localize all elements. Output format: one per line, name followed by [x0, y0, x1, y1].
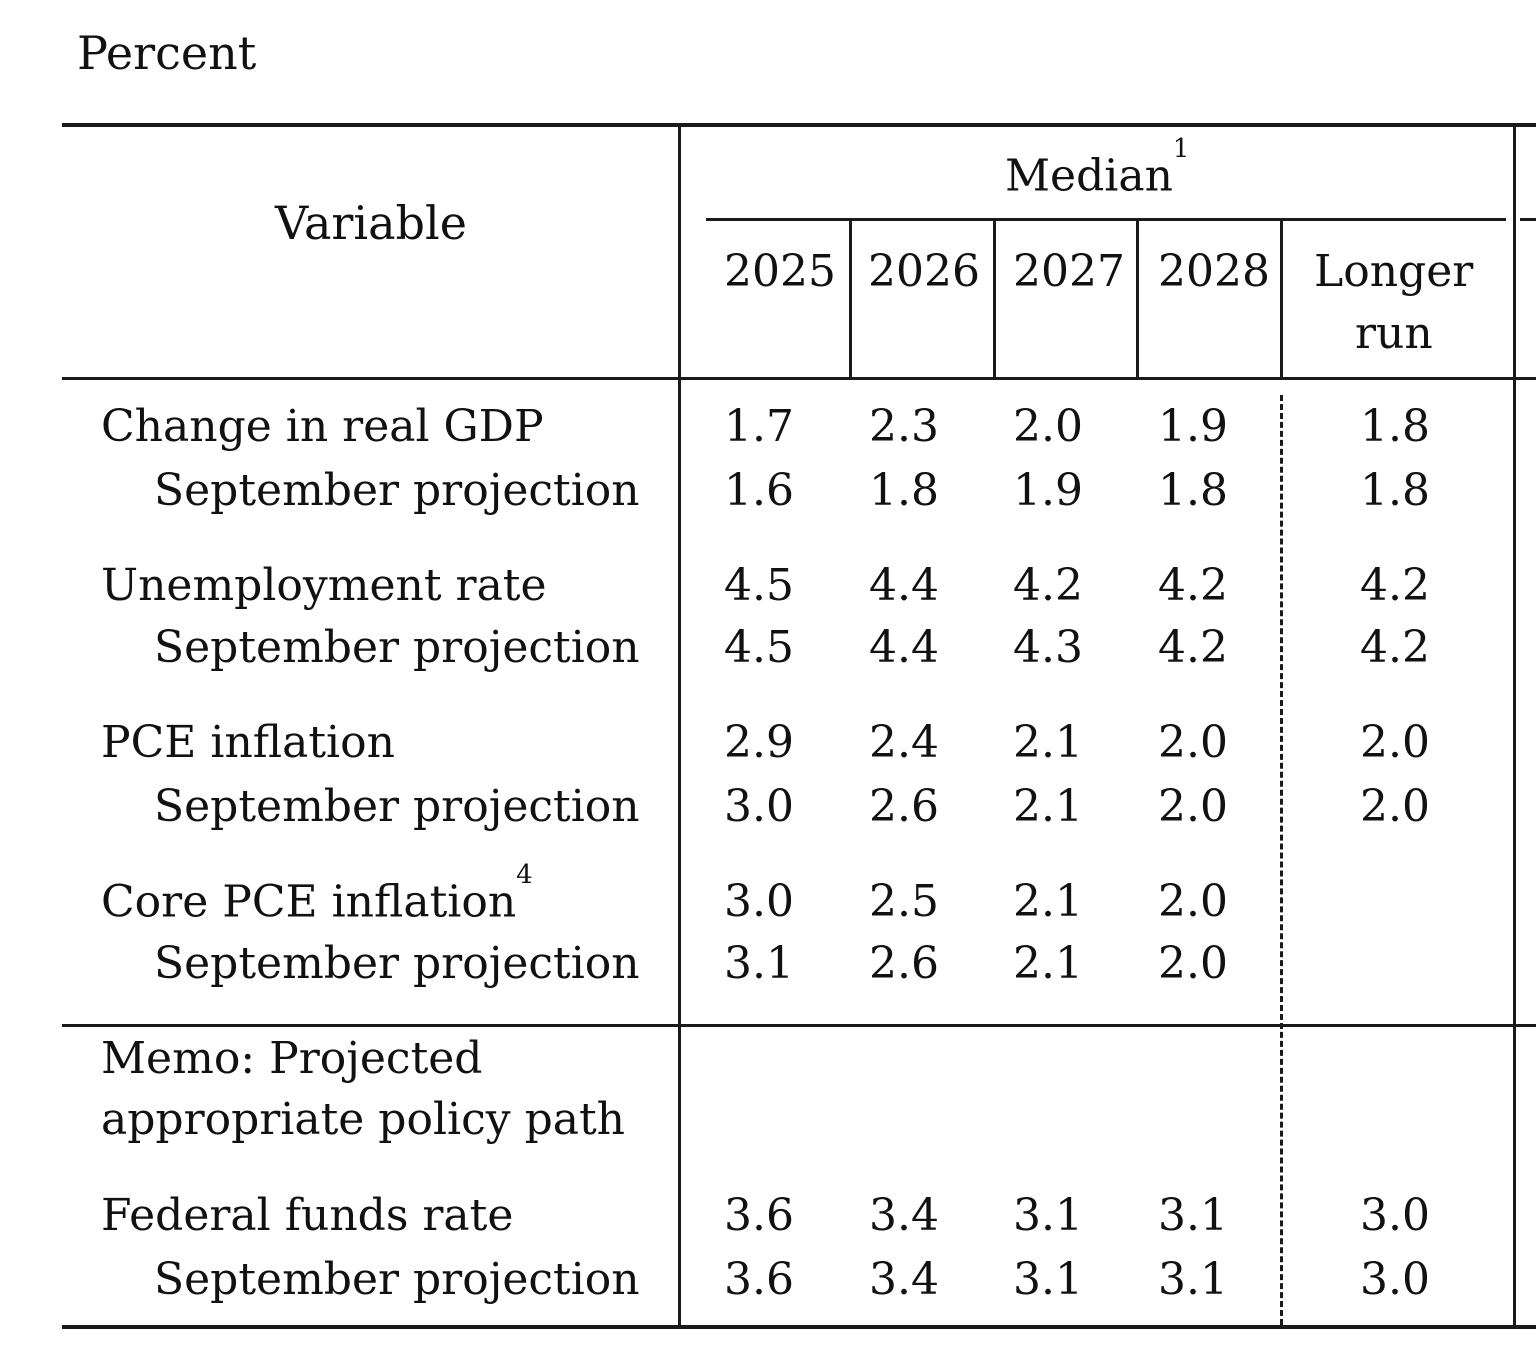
cell-ffr-sep-2026: 3.4 [869, 1254, 939, 1305]
cell-pce-sep-2027: 2.1 [1013, 781, 1083, 832]
cell-gdp-sep-2028: 1.8 [1158, 465, 1228, 516]
year-header-2025: 2025 [724, 246, 836, 297]
cell-pce-sep-2028: 2.0 [1158, 781, 1228, 832]
cell-pce-2027: 2.1 [1013, 717, 1083, 768]
cell-core-sep-2027: 2.1 [1013, 938, 1083, 989]
row-label-federal-funds-rate-september: September projection [154, 1254, 640, 1305]
median-header: Median1 [1005, 136, 1189, 202]
cell-unemp-2026: 4.4 [869, 560, 939, 611]
cell-core-2025: 3.0 [724, 876, 794, 927]
cell-pce-longer-run: 2.0 [1360, 717, 1430, 768]
core-pce-label-text: Core PCE inflation [101, 876, 517, 928]
cell-gdp-2026: 2.3 [869, 401, 939, 452]
longer-run-header-line2: run [1355, 308, 1433, 359]
row-label-core-pce: Core PCE inflation4 [101, 862, 533, 928]
cell-unemp-2028: 4.2 [1158, 560, 1228, 611]
right-divider [1513, 123, 1516, 1329]
row-label-pce-september: September projection [154, 781, 640, 832]
cell-core-2027: 2.1 [1013, 876, 1083, 927]
year-divider-2027 [993, 221, 996, 380]
cell-core-sep-2026: 2.6 [869, 938, 939, 989]
cell-core-sep-2028: 2.0 [1158, 938, 1228, 989]
cell-pce-sep-2025: 3.0 [724, 781, 794, 832]
cell-gdp-sep-2027: 1.9 [1013, 465, 1083, 516]
cell-ffr-sep-2025: 3.6 [724, 1254, 794, 1305]
cell-gdp-2027: 2.0 [1013, 401, 1083, 452]
median-header-text: Median [1005, 150, 1173, 202]
cell-core-2028: 2.0 [1158, 876, 1228, 927]
cell-ffr-sep-2027: 3.1 [1013, 1254, 1083, 1305]
variable-header: Variable [275, 196, 467, 250]
cell-unemp-2027: 4.2 [1013, 560, 1083, 611]
cell-core-sep-2025: 3.1 [724, 938, 794, 989]
row-label-gdp: Change in real GDP [101, 401, 544, 452]
median-underline [706, 218, 1506, 221]
cell-unemp-sep-2028: 4.2 [1158, 622, 1228, 673]
median-underline-right [1520, 218, 1536, 221]
cell-gdp-sep-longer-run: 1.8 [1360, 465, 1430, 516]
cell-pce-2026: 2.4 [869, 717, 939, 768]
longer-run-header: Longer [1314, 246, 1474, 297]
year-header-2027: 2027 [1013, 246, 1125, 297]
year-header-2028: 2028 [1158, 246, 1270, 297]
unit-label: Percent [77, 26, 257, 80]
cell-gdp-sep-2025: 1.6 [724, 465, 794, 516]
cell-ffr-sep-longer-run: 3.0 [1360, 1254, 1430, 1305]
cell-pce-2028: 2.0 [1158, 717, 1228, 768]
cell-unemp-sep-longer-run: 4.2 [1360, 622, 1430, 673]
cell-unemp-2025: 4.5 [724, 560, 794, 611]
cell-pce-sep-longer-run: 2.0 [1360, 781, 1430, 832]
cell-gdp-2025: 1.7 [724, 401, 794, 452]
longer-run-dashed-divider [1280, 395, 1283, 1325]
row-label-pce: PCE inflation [101, 717, 395, 768]
cell-ffr-sep-2028: 3.1 [1158, 1254, 1228, 1305]
variable-column-divider [678, 123, 681, 1329]
row-label-federal-funds-rate: Federal funds rate [101, 1190, 514, 1241]
cell-unemp-sep-2025: 4.5 [724, 622, 794, 673]
row-label-unemployment-september: September projection [154, 622, 640, 673]
cell-pce-sep-2026: 2.6 [869, 781, 939, 832]
cell-unemp-sep-2027: 4.3 [1013, 622, 1083, 673]
bottom-rule [62, 1325, 1536, 1329]
header-bottom-rule [62, 377, 1536, 380]
year-divider-2026 [849, 221, 852, 380]
cell-ffr-2028: 3.1 [1158, 1190, 1228, 1241]
year-divider-2028 [1136, 221, 1139, 380]
cell-gdp-2028: 1.9 [1158, 401, 1228, 452]
core-pce-footnote: 4 [516, 860, 533, 890]
memo-label-line2: appropriate policy path [101, 1094, 626, 1145]
cell-unemp-sep-2026: 4.4 [869, 622, 939, 673]
cell-ffr-2025: 3.6 [724, 1190, 794, 1241]
cell-core-2026: 2.5 [869, 876, 939, 927]
row-label-core-pce-september: September projection [154, 938, 640, 989]
cell-pce-2025: 2.9 [724, 717, 794, 768]
row-label-unemployment: Unemployment rate [101, 560, 547, 611]
top-rule [62, 123, 1536, 127]
memo-label: Memo: Projected [101, 1033, 483, 1084]
memo-rule [62, 1024, 1536, 1027]
cell-ffr-2027: 3.1 [1013, 1190, 1083, 1241]
median-footnote: 1 [1172, 134, 1190, 164]
cell-ffr-longer-run: 3.0 [1360, 1190, 1430, 1241]
row-label-gdp-september: September projection [154, 465, 640, 516]
cell-unemp-longer-run: 4.2 [1360, 560, 1430, 611]
year-header-2026: 2026 [868, 246, 980, 297]
longer-run-divider [1280, 221, 1283, 380]
cell-ffr-2026: 3.4 [869, 1190, 939, 1241]
cell-gdp-longer-run: 1.8 [1360, 401, 1430, 452]
cell-gdp-sep-2026: 1.8 [869, 465, 939, 516]
